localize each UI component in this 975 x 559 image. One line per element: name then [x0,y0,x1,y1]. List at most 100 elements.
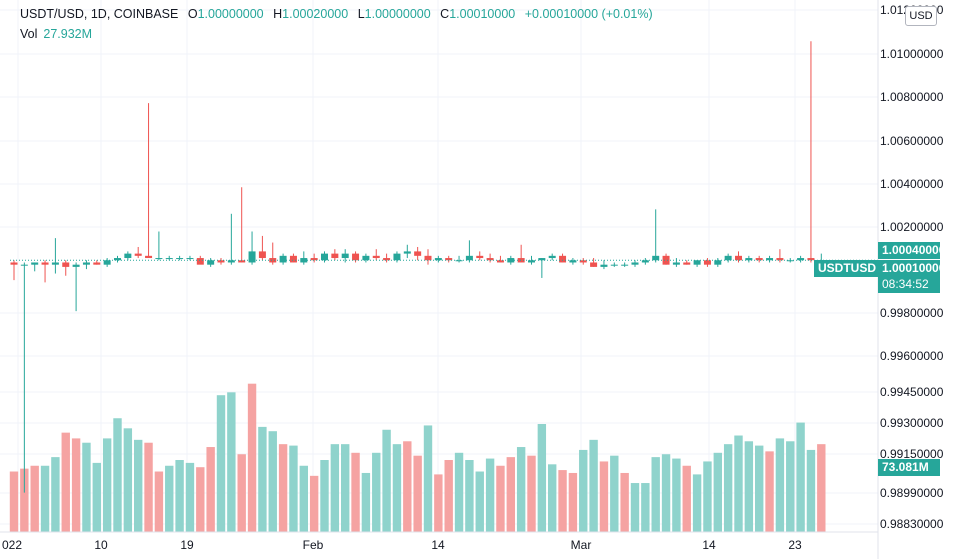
candle-body [693,260,701,265]
volume-bar [444,460,453,532]
candle-body [538,258,546,261]
candle-body [703,260,711,265]
volume-bar [641,483,650,532]
candle [517,244,525,263]
candle [289,253,297,263]
candle [82,260,90,270]
candle-body [507,258,515,263]
candle-body [486,258,494,261]
volume-bar [185,462,195,532]
candle-body [403,251,411,254]
volume-bar [806,449,816,532]
candle [134,246,142,259]
candle-body [424,255,432,261]
price-tick-label: 1.00200000 [880,220,944,234]
candle [300,251,308,265]
candle [10,260,18,281]
currency-button[interactable]: USD [905,6,937,26]
candle [776,249,784,263]
candle-body [590,262,598,267]
candle-body [496,260,504,263]
candle-body [517,258,525,263]
volume-legend-label[interactable]: Vol [20,27,38,41]
candle [714,258,722,267]
legend-open: 1.00000000 [197,7,264,21]
candle [103,258,111,267]
candle-body [745,258,753,261]
volume-bar [703,461,712,532]
volume-bar [216,395,226,532]
candle-body [724,255,732,261]
volume-bar [134,439,143,532]
candle-body [652,255,660,261]
candle-body [269,258,277,263]
candle-body [341,253,349,259]
candle [145,103,153,259]
price-tick-label: 0.99150000 [880,447,944,461]
price-tick-label: 1.01000000 [880,47,944,61]
volume-bar [61,432,70,532]
volume-bar [506,457,515,532]
candle-body [797,258,805,261]
candle [476,251,484,261]
candle-body [196,258,204,265]
volume-bar [351,452,360,532]
candle [569,258,577,265]
candle [486,253,494,263]
volume-bar [289,445,298,532]
volume-bar [392,444,402,532]
volume-bar [247,383,257,532]
candle-body [310,258,318,261]
volume-bar [599,461,609,532]
candle [341,249,349,263]
candle-body [631,262,639,265]
time-tick-label: 23 [788,538,802,552]
volume-bar [537,424,547,532]
legend-symbol[interactable]: USDT/USD, 1D, COINBASE [20,7,179,21]
candle-body [383,258,391,261]
volume-bar [330,444,340,532]
candle-body [300,258,308,263]
candle-body [82,262,90,265]
candle [797,255,805,263]
candle-body [579,260,587,263]
candle-body [414,251,422,256]
candle-body [20,264,28,266]
candle [807,41,815,263]
volume-bar [475,471,484,532]
candle [507,255,515,265]
candle [310,253,318,263]
candle [652,209,660,263]
candle [755,255,763,263]
candle-body [548,255,556,259]
candle [393,251,401,263]
volume-bar [309,475,319,532]
volume-bar [775,438,785,532]
candle-body [352,253,360,261]
volume-bar [278,444,288,532]
volume-bar [651,457,660,532]
candle-body [714,260,722,265]
candle [641,258,649,265]
price-tick-label: 1.00600000 [880,134,944,148]
candle [41,260,49,283]
candle [258,235,266,261]
candle [155,231,163,261]
volume-bar [692,474,702,532]
volume-bar [496,465,505,532]
candle [124,251,132,261]
candle [548,253,556,261]
volume-bar [196,467,205,532]
volume-bar [154,471,164,532]
volume-bar [40,465,50,532]
candle-body [134,253,142,256]
candle [279,253,287,265]
candle [631,260,639,267]
candle [745,255,753,263]
candle [662,253,670,265]
candle-body [735,255,742,261]
volume-bar [786,441,795,532]
candle-body [124,253,132,259]
